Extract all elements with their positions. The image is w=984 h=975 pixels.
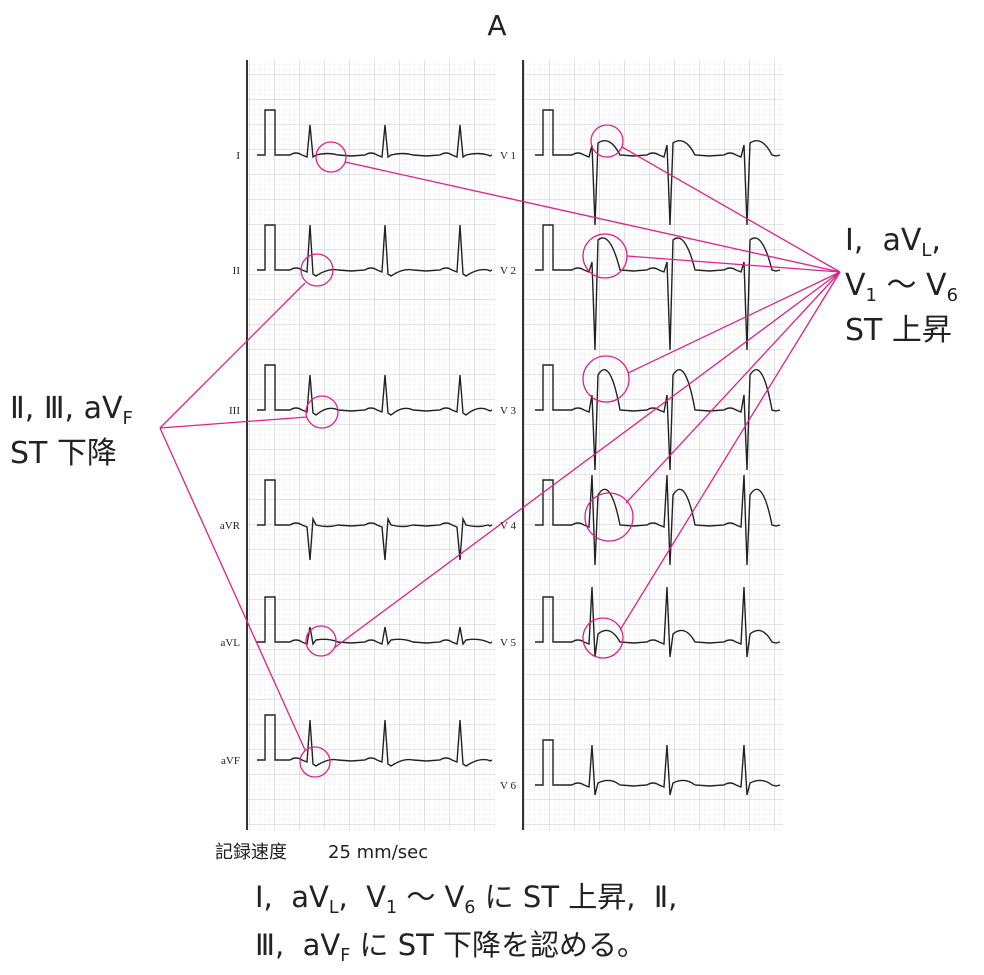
text-part: V bbox=[845, 268, 866, 303]
subscript: 6 bbox=[947, 285, 958, 306]
text-part: Ⅲ, aV bbox=[255, 928, 340, 962]
text-part: ST 下降 bbox=[10, 436, 117, 471]
ecg-trace bbox=[257, 479, 493, 561]
subscript: 1 bbox=[386, 898, 397, 918]
grid-left bbox=[247, 60, 495, 830]
subscript: F bbox=[340, 946, 350, 966]
lead-label: V 1 bbox=[500, 150, 516, 162]
annotation-right-line: I, aVL, bbox=[845, 223, 941, 261]
lead-label: V 6 bbox=[500, 780, 516, 792]
subscript: F bbox=[123, 408, 133, 429]
ecg-trace bbox=[257, 596, 493, 646]
lead-label: V 5 bbox=[500, 637, 516, 649]
highlights bbox=[159, 124, 841, 778]
subscript: 1 bbox=[866, 285, 877, 306]
lead-label: II bbox=[233, 265, 241, 277]
caption-line: Ⅲ, aVF に ST 下降を認める。 bbox=[255, 928, 646, 966]
lead-label: III bbox=[229, 405, 240, 417]
text-part: Ⅱ, Ⅲ, aV bbox=[10, 391, 123, 426]
lead-label: aVF bbox=[221, 755, 240, 767]
text-part: , bbox=[931, 223, 941, 258]
ecg-traces bbox=[257, 109, 781, 796]
lead-label: I bbox=[236, 150, 240, 162]
lead-label: V 2 bbox=[500, 265, 516, 277]
text-part: ST 上昇 bbox=[845, 313, 952, 348]
text-part: , V bbox=[339, 880, 387, 914]
annotation-right-line: ST 上昇 bbox=[845, 313, 952, 348]
text-part: I, aV bbox=[255, 880, 329, 914]
ecg-trace bbox=[535, 739, 781, 796]
ecg-trace bbox=[257, 714, 493, 767]
lead-label: V 3 bbox=[500, 405, 516, 417]
annotation-left-line: ST 下降 bbox=[10, 436, 117, 471]
annotation-right-line: V1 〜 V6 bbox=[845, 268, 958, 306]
lead-label: aVR bbox=[220, 520, 241, 532]
title: A bbox=[487, 9, 506, 42]
ecg-trace bbox=[535, 109, 781, 226]
ecg-trace bbox=[535, 474, 781, 566]
ecg-trace bbox=[535, 364, 781, 471]
lead-label: aVL bbox=[220, 637, 240, 649]
text-part: に ST 上昇, Ⅱ, bbox=[475, 880, 677, 914]
ecg-trace bbox=[535, 224, 781, 351]
text-part: 〜 V bbox=[877, 268, 947, 303]
ecg-trace bbox=[257, 109, 493, 159]
text-part: に ST 下降を認める。 bbox=[350, 928, 646, 962]
speed-value: 25 mm/sec bbox=[328, 842, 428, 863]
annotation-left-line: Ⅱ, Ⅲ, aVF bbox=[10, 391, 133, 429]
grid-right bbox=[523, 60, 783, 830]
caption-line: I, aVL, V1 〜 V6 に ST 上昇, Ⅱ, bbox=[255, 880, 677, 918]
subscript: 6 bbox=[464, 898, 475, 918]
lead-label: V 4 bbox=[500, 520, 516, 532]
subscript: L bbox=[329, 898, 339, 918]
speed-label: 記録速度 bbox=[215, 842, 287, 863]
text-part: 〜 V bbox=[397, 880, 464, 914]
ecg-trace bbox=[257, 364, 493, 416]
text-part: I, aV bbox=[845, 223, 922, 258]
ecg-trace bbox=[257, 224, 493, 277]
subscript: L bbox=[921, 240, 931, 261]
